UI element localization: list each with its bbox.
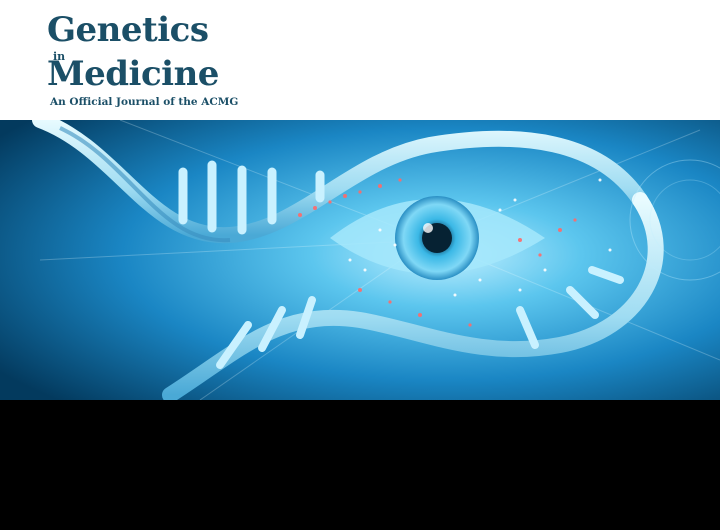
black-band <box>0 400 720 530</box>
logo-title-in: in <box>53 50 66 63</box>
eye-icon <box>330 196 545 280</box>
logo-tagline: An Official Journal of the ACMG <box>50 96 239 108</box>
logo-title-medicine: Medicine <box>47 54 219 94</box>
hero-illustration <box>0 120 720 400</box>
hero-banner-image <box>0 120 720 400</box>
journal-header: Genetics in Medicine An Official Journal… <box>0 0 720 120</box>
journal-logo[interactable]: Genetics in Medicine An Official Journal… <box>47 10 239 110</box>
logo-title-genetics: Genetics <box>47 10 209 50</box>
particle-field <box>298 178 612 327</box>
dna-helix-icon <box>32 120 664 400</box>
